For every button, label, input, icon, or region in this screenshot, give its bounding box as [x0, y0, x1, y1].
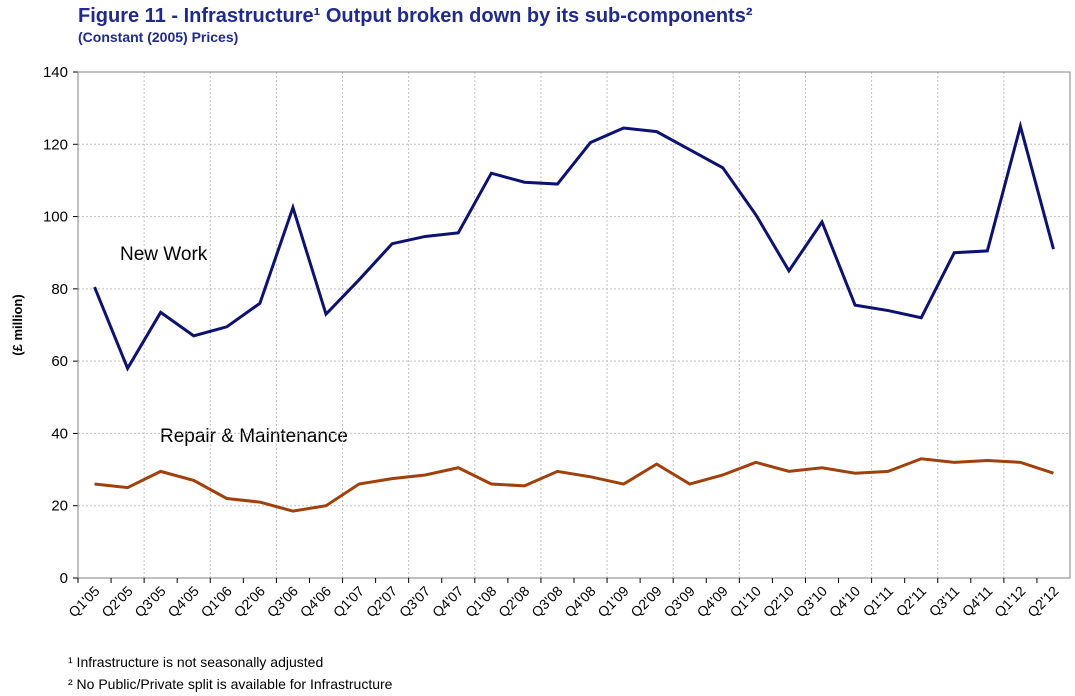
x-tick-label: Q3'09 [660, 583, 698, 621]
y-tick-label: 20 [51, 498, 68, 515]
x-tick-label: Q1'12 [991, 583, 1029, 621]
y-tick-label: 120 [43, 136, 68, 153]
x-tick-label: Q2'12 [1024, 583, 1062, 621]
x-tick-label: Q1'10 [727, 583, 765, 621]
x-tick-label: Q1'07 [330, 583, 368, 621]
footnote: ¹ Infrastructure is not seasonally adjus… [68, 654, 323, 670]
x-tick-label: Q3'08 [528, 583, 566, 621]
x-tick-label: Q2'11 [893, 583, 930, 620]
annotation: New Work [120, 244, 208, 265]
x-tick-label: Q2'09 [627, 583, 665, 621]
x-tick-label: Q4'07 [429, 583, 467, 621]
x-tick-label: Q3'05 [131, 583, 169, 621]
y-tick-label: 0 [60, 570, 68, 587]
series-line [94, 457, 1054, 513]
chart-subtitle: (Constant (2005) Prices) [78, 29, 238, 45]
y-tick-label: 140 [43, 64, 68, 81]
x-tick-label: Q3'07 [396, 583, 434, 621]
annotation: Repair & Maintenance [160, 426, 348, 447]
x-tick-label: Q1'08 [462, 583, 500, 621]
x-tick-label: Q3'06 [264, 583, 302, 621]
x-tick-label: Q4'05 [164, 583, 202, 621]
y-tick-label: 40 [51, 425, 68, 442]
x-tick-label: Q3'11 [926, 583, 963, 620]
footnote: ² No Public/Private split is available f… [68, 676, 393, 692]
y-tick-label: 100 [43, 209, 68, 226]
y-tick-label: 60 [51, 353, 68, 370]
x-tick-label: Q1'06 [197, 583, 235, 621]
x-tick-label: Q4'11 [959, 583, 996, 620]
x-tick-label: Q2'05 [98, 583, 136, 621]
x-tick-label: Q4'10 [826, 583, 864, 621]
x-tick-label: Q4'09 [693, 583, 731, 621]
y-axis-label: (£ million) [10, 294, 25, 355]
x-tick-label: Q1'05 [65, 583, 103, 621]
x-tick-label: Q1'09 [594, 583, 632, 621]
series-line [93, 120, 1055, 372]
x-tick-label: Q3'10 [793, 583, 831, 621]
x-tick-label: Q4'08 [561, 583, 599, 621]
x-tick-label: Q2'07 [363, 583, 401, 621]
y-tick-label: 80 [51, 281, 68, 298]
chart-title: Figure 11 - Infrastructure¹ Output broke… [78, 5, 753, 27]
x-tick-label: Q1'11 [860, 583, 897, 620]
x-tick-label: Q2'10 [760, 583, 798, 621]
x-tick-label: Q4'06 [297, 583, 335, 621]
x-tick-label: Q2'08 [495, 583, 533, 621]
x-tick-label: Q2'06 [231, 583, 269, 621]
